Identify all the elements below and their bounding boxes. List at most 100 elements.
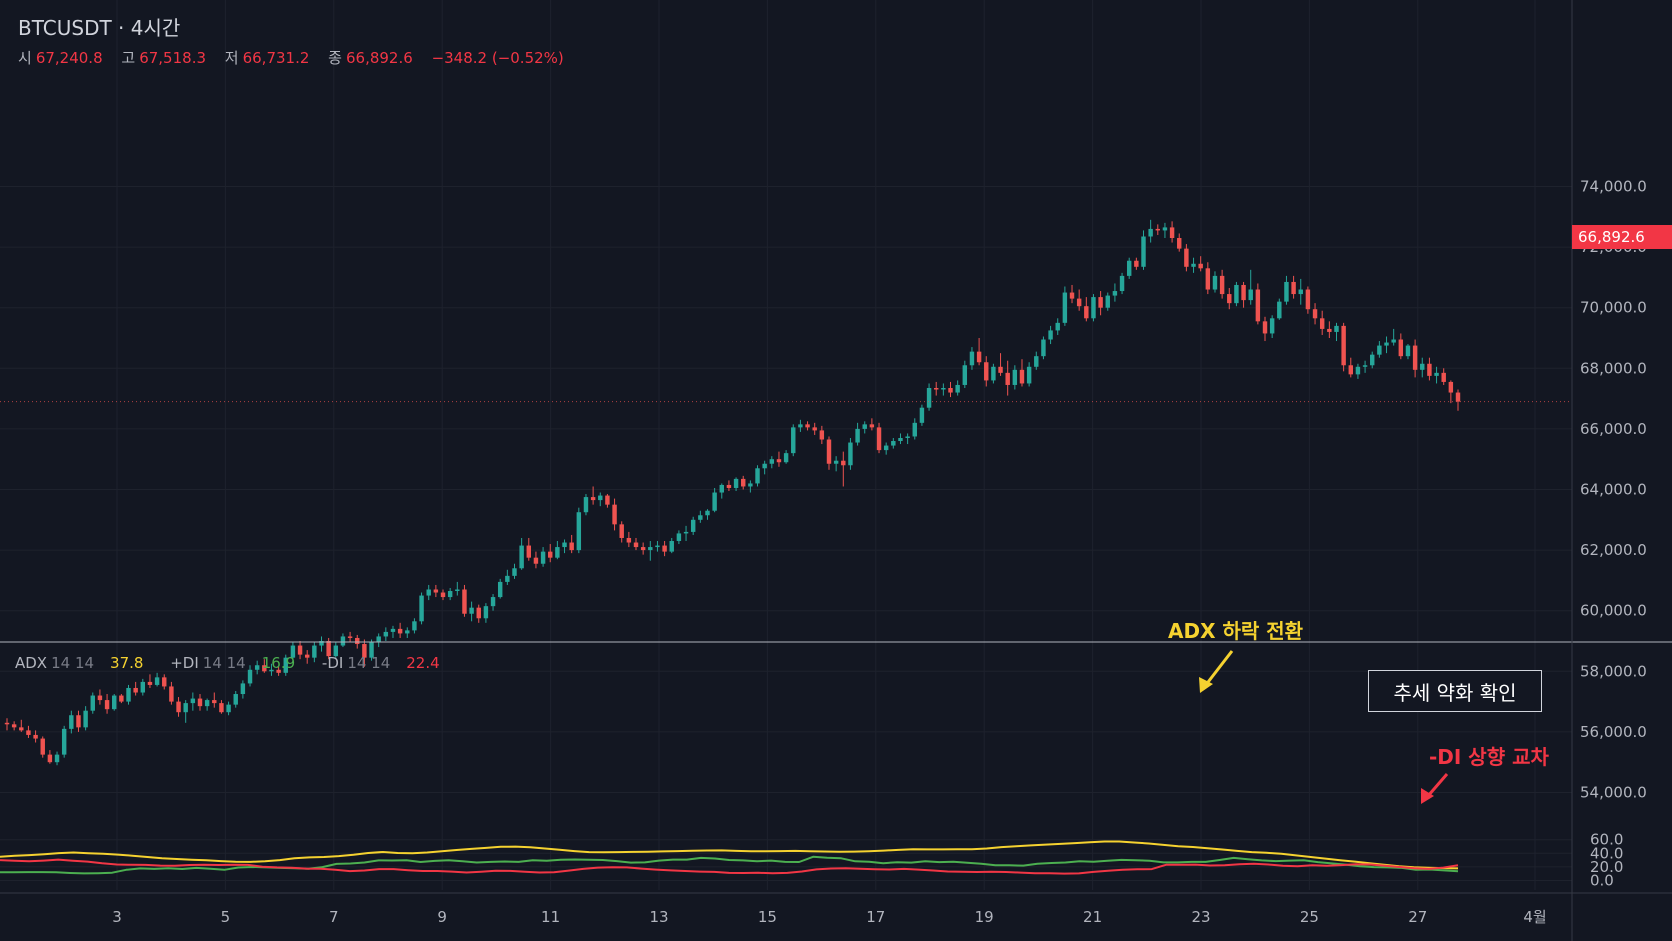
candle-body [176, 701, 181, 713]
close-value: 66,892.6 [345, 49, 413, 67]
adx-name: ADX [15, 654, 48, 672]
candle-body [812, 427, 817, 431]
candle-body [891, 441, 896, 446]
candle-body [705, 510, 710, 516]
candle-body [1334, 325, 1339, 332]
candle-body [4, 722, 10, 725]
candle-body [290, 645, 296, 658]
adx-turn-arrow [1203, 650, 1234, 687]
candle-body [576, 512, 582, 551]
candle-body [1412, 345, 1418, 370]
candle-body [640, 547, 646, 551]
candle-body [776, 459, 782, 463]
candle-body [1319, 318, 1325, 329]
candle-body [669, 541, 674, 552]
candle-body [405, 630, 410, 634]
last-price-tag: 66,892.6 [1572, 225, 1672, 249]
candle-body [426, 589, 431, 596]
candle-body [1076, 298, 1082, 307]
candle-body [1012, 369, 1018, 385]
time-tick-label: 7 [329, 908, 339, 926]
candle-body [533, 557, 539, 564]
candle-body [76, 715, 81, 728]
candlestick-series [0, 219, 1572, 766]
candle-body [505, 575, 510, 582]
candle-body [1384, 342, 1389, 346]
candle-body [519, 545, 524, 569]
candle-body [676, 533, 682, 542]
candle-body [19, 727, 24, 731]
close-label: 종 [328, 49, 342, 67]
candle-body [783, 453, 789, 463]
candle-body [383, 631, 389, 637]
candle-body [61, 728, 67, 755]
candle-body [162, 677, 167, 687]
candle-body [190, 698, 196, 704]
candle-body [212, 700, 217, 704]
candle-body [447, 591, 453, 598]
candle-body [590, 497, 596, 501]
candle-body [126, 687, 131, 702]
candle-body [805, 424, 810, 428]
candle-body [698, 515, 703, 520]
trend-weak-note: 추세 약화 확인 [1368, 670, 1542, 712]
candle-body [1348, 365, 1353, 375]
candle-body [984, 362, 989, 381]
candle-body [690, 519, 696, 532]
candle-body [712, 492, 717, 511]
candle-body [898, 437, 903, 442]
price-tick-label: 60,000.0 [1580, 602, 1647, 620]
adx-turn-annotation: ADX 하락 전환 [1168, 619, 1304, 643]
di-cross-annotation: -DI 상향 교차 [1429, 745, 1549, 769]
candle-body [462, 589, 467, 614]
candle-body [240, 683, 246, 695]
ohlc-legend: 시 67,240.8 고 67,518.3 저 66,731.2 종 66,892.6 … [18, 47, 578, 68]
candle-body [605, 495, 610, 505]
plus-di-name: +DI [170, 654, 199, 672]
candle-body [154, 677, 160, 685]
price-tick-label: 68,000.0 [1580, 359, 1647, 377]
candle-body [683, 531, 689, 534]
candle-body [1391, 339, 1396, 343]
candle-body [1327, 328, 1332, 332]
candle-body [919, 407, 925, 423]
candle-body [1312, 309, 1318, 319]
candle-body [1434, 372, 1439, 376]
candle-body [140, 681, 146, 693]
candle-body [1162, 227, 1168, 231]
candle-body [276, 669, 281, 673]
candle-body [347, 636, 353, 638]
candle-body [1069, 292, 1075, 299]
candle-body [1126, 260, 1132, 276]
candle-body [1084, 306, 1089, 319]
candle-body [1098, 297, 1103, 308]
candle-body [390, 628, 396, 632]
candle-body [40, 738, 45, 755]
candle-body [419, 595, 424, 622]
candle-body [948, 387, 953, 393]
candle-body [112, 695, 117, 710]
adx-line [0, 840, 1459, 870]
change-value: −348.2 (−0.52%) [431, 49, 564, 67]
candle-body [826, 439, 832, 464]
candle-body [1212, 275, 1218, 290]
candle-body [1427, 363, 1432, 376]
candle-body [1041, 339, 1046, 357]
candle-body [1269, 318, 1275, 334]
candle-body [798, 424, 803, 428]
candle-body [1362, 365, 1368, 367]
candle-body [1219, 275, 1225, 295]
candle-body [662, 545, 667, 552]
candle-body [1019, 369, 1025, 384]
time-tick-label: 17 [866, 908, 885, 926]
candle-body [848, 442, 853, 466]
time-tick-label: 9 [437, 908, 447, 926]
candle-body [1241, 284, 1246, 301]
candle-body [1141, 236, 1146, 267]
indicator-legend[interactable]: ADX 14 14 37.8 +DI 14 14 16.9 -DI 14 14 22.4 [15, 654, 462, 672]
minus-di-line [0, 858, 1459, 875]
candle-body [440, 592, 446, 598]
candle-body [1441, 372, 1446, 382]
